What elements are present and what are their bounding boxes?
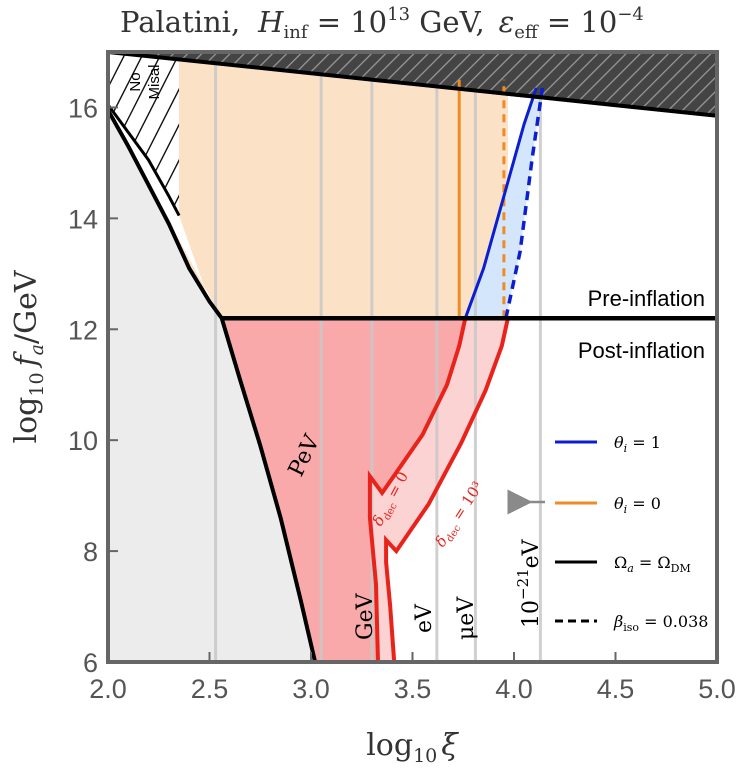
uev-label: μeV: [454, 596, 479, 640]
theta1-solid-line: [463, 87, 538, 319]
delta-dec-1000-line: [384, 317, 510, 662]
x-tick-label: 3.5: [394, 674, 432, 704]
x-tick-label: 2.5: [191, 674, 229, 704]
y-axis-ticks: 6 8 10 12 14 16: [68, 93, 118, 678]
pre-inflation-label: Pre-inflation: [588, 286, 705, 311]
y-tick-label: 16: [68, 93, 98, 123]
y-tick-label: 12: [68, 315, 98, 345]
x-tick-label: 4.0: [495, 674, 533, 704]
x-tick-label: 2.0: [89, 674, 127, 704]
grey-excluded-region: [108, 110, 316, 662]
post-inflation-label: Post-inflation: [578, 338, 705, 363]
zev-label: 10−21eV: [514, 538, 544, 628]
y-axis-title: log10fa/GeV: [9, 269, 48, 443]
legend-label-beta: βiso = 0.038: [613, 612, 708, 634]
decay-band: [369, 318, 508, 662]
legend-label-theta1: θi = 1: [614, 433, 661, 455]
y-tick-label: 10: [68, 426, 98, 456]
legend: θi = 1 θi = 0 Ωa = ΩDM βiso = 0.038: [555, 433, 708, 634]
delta-dec-0-line: [367, 317, 468, 662]
legend-label-theta0: θi = 0: [614, 494, 661, 516]
y-tick-label: 6: [83, 648, 98, 678]
x-tick-label: 5.0: [698, 674, 736, 704]
pre-inflation-region: [108, 59, 508, 319]
y-tick-label: 14: [68, 204, 98, 234]
ev-label: eV: [412, 603, 437, 633]
upper-boundary-line: [108, 52, 717, 118]
no-misal-line1: No: [127, 72, 144, 91]
post-inflation-region: [221, 318, 466, 662]
theta1-dashed-line: [504, 87, 545, 319]
legend-label-omega: Ωa = ΩDM: [614, 553, 691, 575]
delta-dec-1000-label: δdec = 10³: [431, 478, 489, 552]
no-misal-label: No Misal: [127, 64, 163, 99]
x-axis-ticks: 2.0 2.5 3.0 3.5 4.0 4.5 5.0: [89, 652, 736, 704]
y-tick-label: 8: [83, 537, 98, 567]
dm-boundary-line: [108, 109, 318, 662]
chart-title: Palatini, Hinf = 1013 GeV, εeff = 10−4: [120, 4, 644, 43]
x-tick-label: 3.0: [292, 674, 330, 704]
mass-gridlines: [214, 63, 542, 662]
x-tick-label: 4.5: [597, 674, 635, 704]
gev-label: GeV: [353, 592, 378, 640]
x-axis-title: log10 ξ: [366, 728, 459, 767]
no-misal-line2: Misal: [146, 64, 163, 99]
no-misal-boundary-line: [108, 103, 181, 217]
